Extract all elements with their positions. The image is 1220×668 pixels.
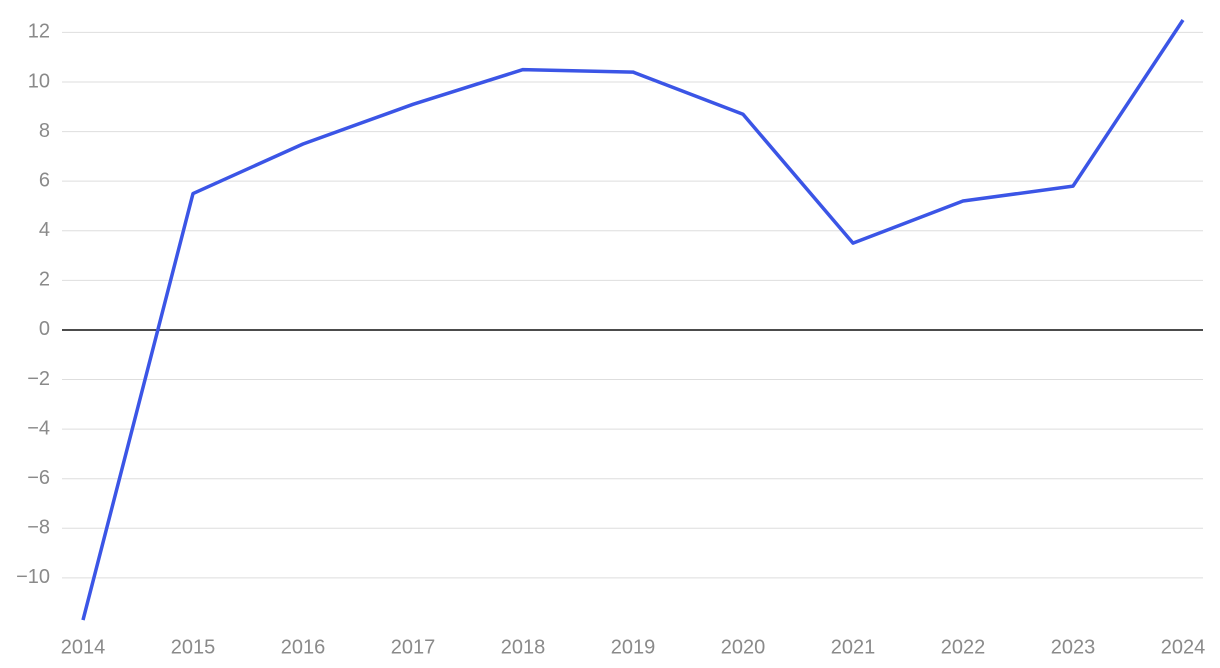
x-tick-label: 2020 (721, 636, 766, 658)
x-tick-label: 2017 (391, 636, 436, 658)
x-tick-label: 2015 (171, 636, 216, 658)
y-tick-label: −8 (27, 517, 50, 539)
x-tick-label: 2021 (831, 636, 876, 658)
y-tick-label: 12 (28, 21, 50, 43)
y-tick-label: 2 (39, 269, 50, 291)
x-tick-label: 2019 (611, 636, 656, 658)
y-tick-label: −6 (27, 467, 50, 489)
y-tick-label: −2 (27, 368, 50, 390)
y-tick-label: 8 (39, 120, 50, 142)
y-tick-label: 0 (39, 318, 50, 340)
x-tick-label: 2023 (1051, 636, 1096, 658)
y-tick-label: 4 (39, 219, 50, 241)
y-tick-label: 10 (28, 70, 50, 92)
x-tick-label: 2016 (281, 636, 326, 658)
y-tick-label: −10 (16, 566, 50, 588)
y-tick-label: 6 (39, 169, 50, 191)
y-tick-label: −4 (27, 417, 50, 439)
x-tick-label: 2014 (61, 636, 106, 658)
x-tick-label: 2024 (1161, 636, 1206, 658)
x-tick-label: 2022 (941, 636, 986, 658)
data-line (81, 19, 1185, 621)
x-tick-label: 2018 (501, 636, 546, 658)
